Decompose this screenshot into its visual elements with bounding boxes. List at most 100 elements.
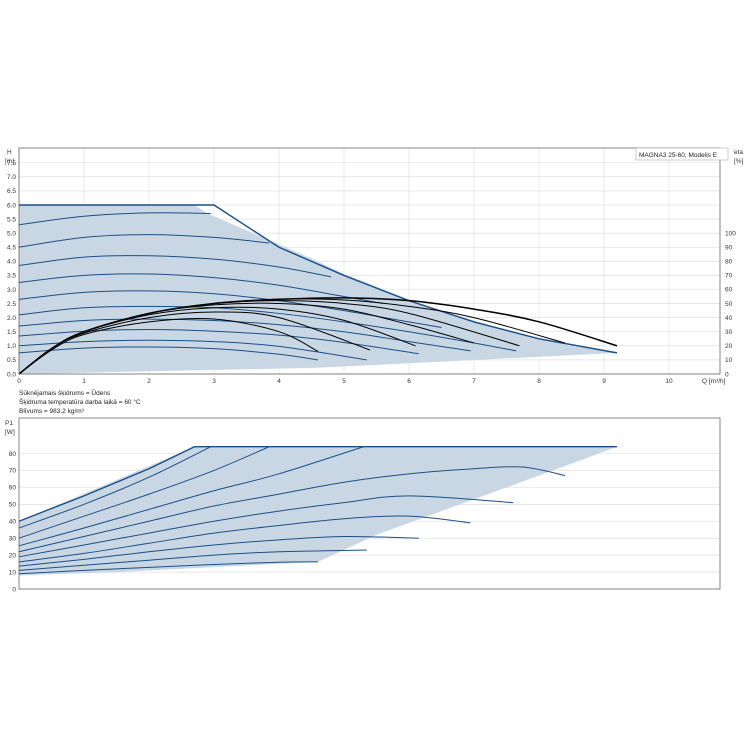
qh-y-tick-label: 0.0 (7, 371, 16, 378)
p1-operating-area-fill (19, 446, 617, 576)
qh-y-tick-label: 7.5 (7, 160, 16, 167)
eta-curve (18, 311, 371, 375)
qh-x-tick-label: 1 (82, 378, 86, 385)
y2-axis-unit-eta: [%] (734, 158, 744, 165)
qh-y-tick-label: 1.5 (7, 329, 16, 336)
eta-tick-label: 20 (725, 343, 733, 350)
p1-curve (18, 561, 319, 575)
eta-tick-label: 30 (725, 329, 733, 336)
qh-y-tick-label: 3.0 (7, 287, 16, 294)
qh-y-tick-label: 7.0 (7, 174, 16, 181)
qh-tick-labels: 0.0 0.5 1.0 1.5 2.0 2.5 3.0 3.5 4.0 4.5 5.0 5.5 6.0 6… (7, 160, 736, 385)
qh-curve (18, 212, 211, 226)
qh-curve (18, 290, 442, 329)
eta-curves (18, 297, 618, 375)
note-density: Blīvums = 983.2 kg/m³ (19, 408, 85, 415)
qh-x-tick-label: 2 (147, 378, 151, 385)
eta-tick-label: 50 (725, 301, 733, 308)
eta-tick-label: 80 (725, 259, 733, 266)
qh-x-tick-label: 8 (537, 378, 541, 385)
qh-plot-frame (18, 147, 721, 375)
y-axis-unit-p1: [W] (5, 429, 15, 436)
qh-x-tick-label: 3 (212, 378, 216, 385)
p1-y-tick-label: 50 (9, 502, 17, 509)
qh-y-tick-label: 6.5 (7, 188, 16, 195)
p1-y-tick-label: 80 (9, 451, 17, 458)
eta-tick-label: 100 (725, 230, 736, 237)
p1-curve (18, 515, 471, 563)
p1-curve (18, 549, 367, 571)
qh-chart: 0.0 0.5 1.0 1.5 2.0 2.5 3.0 3.5 4.0 4.5 5.0 5.5 6.0 6… (5, 147, 744, 385)
eta-tick-label: 70 (725, 273, 733, 280)
qh-axis-labels: H [m] eta [%] Q [m³/h] (5, 149, 744, 385)
eta-curve (18, 317, 319, 375)
p1-curve (18, 446, 617, 522)
qh-y-tick-label: 0.5 (7, 357, 16, 364)
p1-y-tick-label: 10 (9, 569, 17, 576)
qh-curve (18, 305, 517, 352)
qh-frame (18, 147, 721, 375)
p1-y-tick-label: 30 (9, 535, 17, 542)
qh-curve (18, 255, 332, 278)
qh-curve (18, 339, 367, 361)
x-axis-label-q: Q [m³/h] (702, 378, 726, 385)
p1-y-tick-label: 40 (9, 519, 17, 526)
p1-operating-area (19, 446, 617, 576)
y-axis-label-h: H (7, 149, 12, 156)
p1-y-tick-label: 60 (9, 485, 17, 492)
qh-x-tick-label: 0 (17, 378, 21, 385)
note-temperature: Šķidruma temperatūra darba laikā = 60 °C (19, 397, 141, 406)
qh-curve (18, 318, 471, 352)
qh-y-tick-label: 4.0 (7, 259, 16, 266)
qh-x-tick-label: 7 (472, 378, 476, 385)
eta-tick-label: 10 (725, 357, 733, 364)
qh-x-tick-label: 10 (665, 378, 673, 385)
qh-y-tick-label: 3.5 (7, 273, 16, 280)
fluid-notes: Sūknējamais šķidrums = Ūdens Šķidruma te… (19, 389, 141, 415)
p1-curve (18, 446, 270, 539)
qh-curve (18, 346, 319, 361)
qh-y-tick-label: 4.5 (7, 245, 16, 252)
note-fluid: Sūknējamais šķidrums = Ūdens (19, 389, 111, 397)
qh-curve (19, 204, 618, 354)
legend-box: MAGNA3 25-60, Modelis E (635, 147, 729, 161)
p1-y-tick-label: 0 (12, 586, 16, 593)
y2-axis-label-eta: eta (734, 149, 743, 156)
qh-y-tick-label: 5.5 (7, 216, 16, 223)
eta-tick-label: 60 (725, 287, 733, 294)
qh-x-tick-label: 9 (602, 378, 606, 385)
legend-box-text: MAGNA3 25-60, Modelis E (639, 152, 718, 159)
qh-operating-area-fill (19, 205, 617, 374)
p1-curve (18, 495, 514, 558)
qh-y-tick-label: 5.0 (7, 230, 16, 237)
eta-tick-label: 90 (725, 244, 733, 251)
legend-box-frame (635, 147, 729, 161)
y-axis-label-p1: P1 (5, 420, 13, 427)
p1-curves (18, 446, 617, 575)
p1-chart: 0 10 20 30 40 50 60 70 80 P1 [W] (5, 417, 721, 594)
eta-tick-label: 40 (725, 315, 733, 322)
y-axis-unit-h: [m] (5, 158, 14, 165)
qh-x-tick-label: 5 (342, 378, 346, 385)
p1-y-tick-label: 70 (9, 468, 17, 475)
p1-y-tick-label: 20 (9, 552, 17, 559)
p1-curve (18, 535, 419, 567)
p1-curve (18, 466, 566, 553)
eta-tick-label: 0 (725, 371, 729, 378)
p1-tick-labels: 0 10 20 30 40 50 60 70 80 (9, 451, 17, 594)
p1-curve (18, 446, 211, 529)
qh-x-tick-label: 6 (407, 378, 411, 385)
p1-plot-frame (18, 417, 721, 590)
qh-operating-area (19, 205, 617, 374)
qh-curve (18, 234, 270, 248)
p1-frame (18, 417, 721, 590)
p1-axis-labels: P1 [W] (5, 420, 15, 436)
qh-y-tick-label: 2.0 (7, 315, 16, 322)
qh-curve (18, 273, 384, 305)
p1-curve (18, 446, 364, 547)
qh-y-tick-label: 6.0 (7, 202, 16, 209)
qh-y-tick-label: 1.0 (7, 343, 16, 350)
qh-y-tick-label: 2.5 (7, 301, 16, 308)
